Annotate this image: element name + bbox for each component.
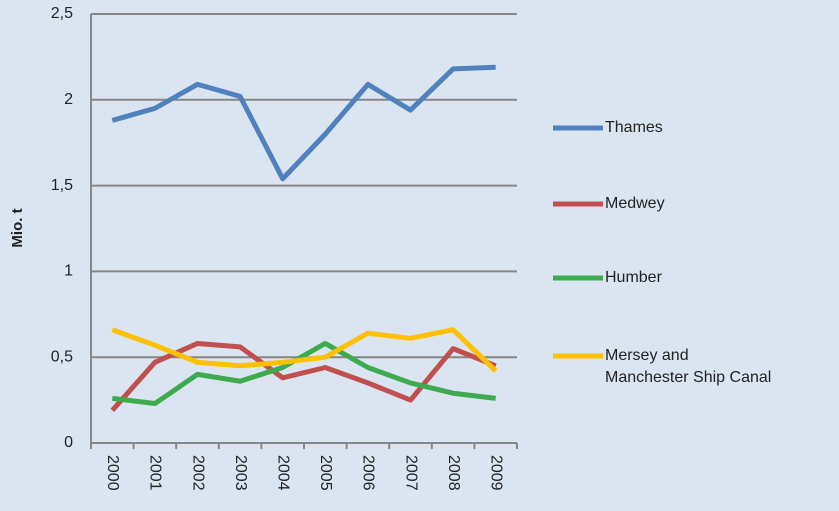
legend-label: Thames	[605, 119, 663, 136]
x-tick-label: 2002	[189, 455, 206, 491]
y-tick-label: 1,5	[51, 177, 73, 194]
y-tick-label: 0,5	[51, 348, 73, 365]
x-tick-label: 2004	[274, 455, 291, 491]
legend-label: Medwey	[605, 195, 665, 212]
x-tick-label: 2000	[104, 455, 121, 491]
series-line	[111, 327, 498, 373]
x-tick-label: 2007	[402, 455, 419, 491]
y-tick-label: 2	[64, 91, 73, 108]
y-tick-label: 2,5	[51, 5, 73, 22]
y-tick-label: 0	[64, 434, 73, 451]
y-tick-label: 1	[64, 263, 73, 280]
series-line	[112, 340, 496, 407]
x-tick-label: 2001	[147, 455, 164, 491]
x-tick-label: 2006	[360, 455, 377, 491]
x-tick-label: 2008	[445, 455, 462, 491]
x-tick-label: 2003	[232, 455, 249, 491]
legend-label: Mersey and Manchester Ship Canal	[605, 347, 772, 386]
y-axis-label: Mio. t	[9, 208, 26, 247]
x-tick-label: 2009	[487, 455, 504, 491]
series-line	[111, 64, 496, 182]
x-tick-label: 2005	[317, 455, 334, 491]
legend-label: Humber	[605, 269, 662, 286]
